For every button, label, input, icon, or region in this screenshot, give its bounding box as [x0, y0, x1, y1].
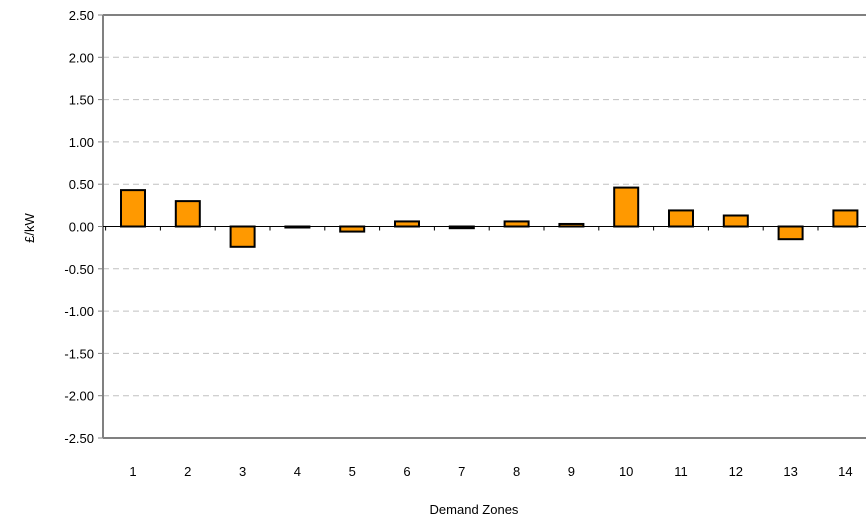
x-tick-label: 4 — [294, 464, 301, 479]
x-tick-label: 2 — [184, 464, 191, 479]
bar-zone-3 — [229, 225, 256, 248]
y-tick-labels: -2.50 -2.00 -1.50 -1.00 -0.50 0.00 0.50 1.00 1.5… — [64, 8, 94, 446]
bar-zone-12 — [722, 214, 749, 228]
bar-zone-6 — [394, 220, 420, 228]
bar-zone-13 — [777, 225, 804, 241]
bar-zone-8 — [503, 220, 530, 228]
y-tick-label: 2.00 — [69, 50, 94, 65]
y-tick-label: 0.00 — [69, 220, 94, 235]
y-tick-label: -1.00 — [64, 304, 94, 319]
axes — [98, 14, 866, 439]
x-tick-label: 6 — [403, 464, 410, 479]
x-tick-label: 13 — [783, 464, 797, 479]
bar-zone-5 — [339, 225, 366, 233]
x-axis-label: Demand Zones — [430, 502, 519, 517]
bar-zone-11 — [668, 209, 694, 228]
x-tick-label: 3 — [239, 464, 246, 479]
y-tick-label: -2.00 — [64, 389, 94, 404]
bar-zone-10 — [613, 186, 640, 228]
x-tick-label: 11 — [674, 464, 688, 479]
x-tick-labels: 1 2 3 4 5 6 7 8 9 10 11 12 13 14 — [129, 464, 852, 479]
x-tick-label: 12 — [729, 464, 743, 479]
y-tick-label: -1.50 — [64, 346, 94, 361]
bars — [120, 186, 859, 248]
y-axis-label: £/kW — [22, 212, 37, 242]
bar-zone-1 — [120, 189, 146, 228]
x-tick-label: 8 — [513, 464, 520, 479]
y-tick-label: 0.50 — [69, 177, 94, 192]
y-tick-label: -0.50 — [64, 262, 94, 277]
y-tick-label: -2.50 — [64, 431, 94, 446]
bar-zone-2 — [174, 200, 201, 228]
x-tick-label: 9 — [568, 464, 575, 479]
x-tick-label: 7 — [458, 464, 465, 479]
y-tick-label: 1.00 — [69, 135, 94, 150]
x-tick-label: 5 — [349, 464, 356, 479]
x-tick-label: 14 — [838, 464, 852, 479]
bar-zone-14 — [832, 209, 859, 228]
x-tick-label: 1 — [129, 464, 136, 479]
y-tick-label: 1.50 — [69, 93, 94, 108]
x-tick-label: 10 — [619, 464, 633, 479]
y-tick-label: 2.50 — [69, 8, 94, 23]
